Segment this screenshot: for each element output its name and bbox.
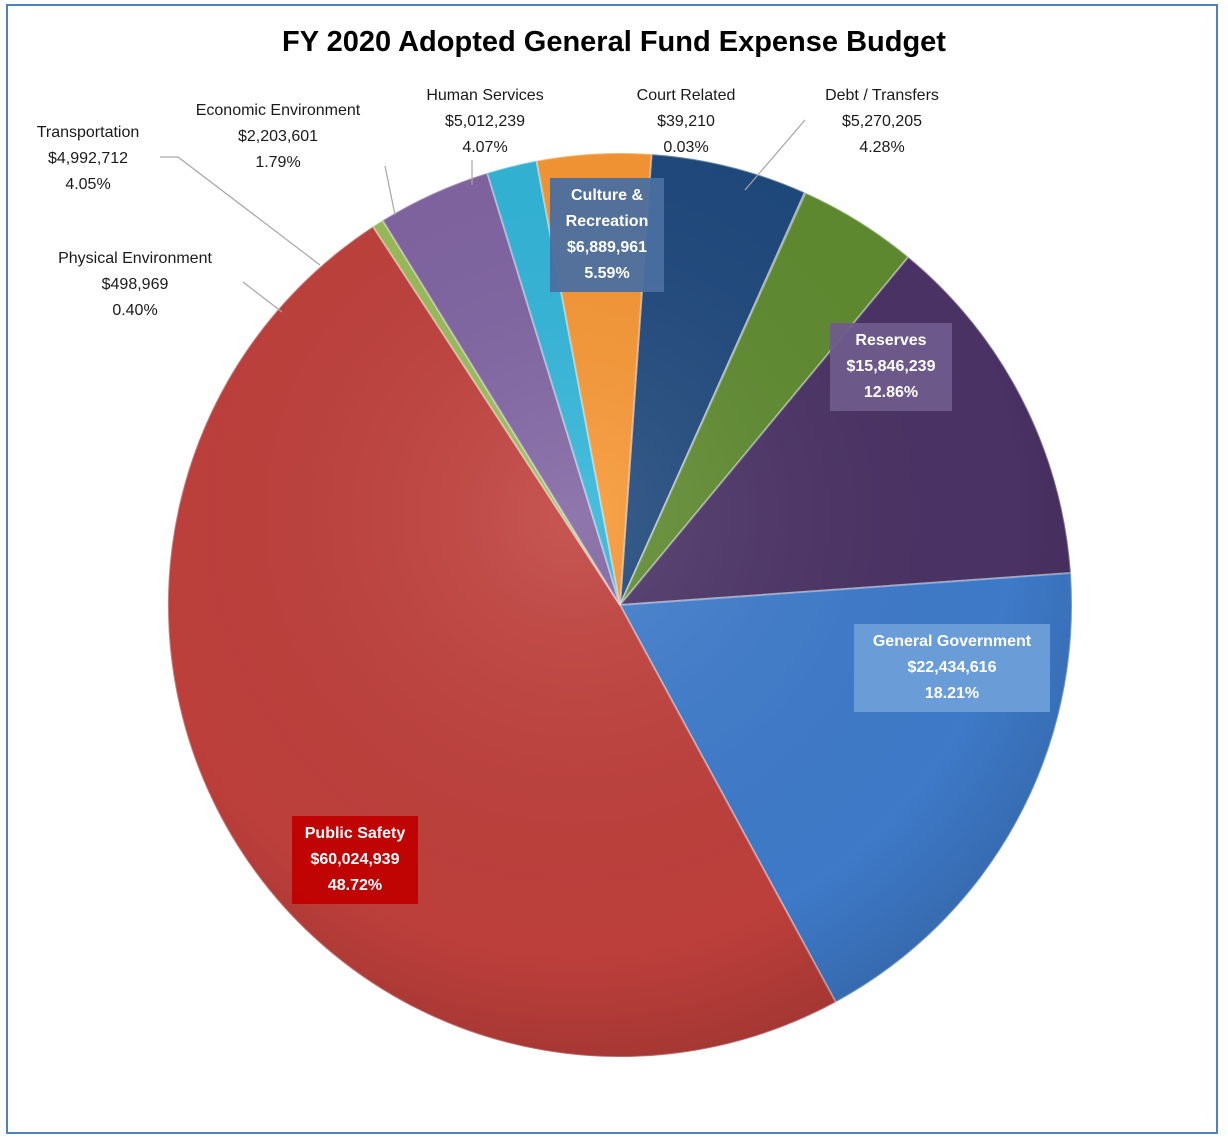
data-label-value-physical-environment: $498,969: [102, 276, 169, 293]
data-label-box-culture-recreation: [550, 178, 664, 292]
data-label-value-economic-environment: $2,203,601: [238, 128, 318, 145]
data-label-box-reserves: [830, 323, 952, 411]
data-label-percent-economic-environment: 1.79%: [255, 154, 300, 171]
data-label-name-economic-environment: Economic Environment: [196, 102, 361, 119]
data-label-percent-debt-transfers: 4.28%: [859, 139, 904, 156]
data-label-name-culture-recreation: Recreation: [566, 213, 649, 230]
data-label-value-court-related: $39,210: [657, 113, 715, 130]
data-label-percent-court-related: 0.03%: [663, 139, 708, 156]
data-label-name-general-government: General Government: [873, 633, 1032, 650]
data-label-name-transportation: Transportation: [37, 124, 140, 141]
data-label-name-public-safety: Public Safety: [305, 825, 406, 842]
data-label-name-culture-recreation: Culture &: [571, 187, 643, 204]
data-label-name-human-services: Human Services: [426, 87, 543, 104]
data-label-box-general-government: [854, 624, 1050, 712]
data-label-value-general-government: $22,434,616: [908, 659, 997, 676]
data-label-value-transportation: $4,992,712: [48, 150, 128, 167]
data-label-percent-reserves: 12.86%: [864, 384, 918, 401]
data-label-percent-public-safety: 48.72%: [328, 877, 382, 894]
leader-line-transportation: [160, 156, 321, 266]
data-label-name-physical-environment: Physical Environment: [58, 250, 212, 267]
leader-line-economic-environment: [384, 165, 396, 216]
data-label-box-public-safety: [292, 816, 418, 904]
data-label-name-reserves: Reserves: [855, 332, 926, 349]
data-label-name-debt-transfers: Debt / Transfers: [825, 87, 939, 104]
leader-line-debt-transfers: [744, 119, 806, 191]
data-label-value-reserves: $15,846,239: [847, 358, 936, 375]
data-label-name-court-related: Court Related: [637, 87, 736, 104]
chart-title: FY 2020 Adopted General Fund Expense Bud…: [282, 26, 946, 58]
data-label-percent-transportation: 4.05%: [65, 176, 110, 193]
data-label-percent-culture-recreation: 5.59%: [584, 265, 629, 282]
data-label-value-culture-recreation: $6,889,961: [567, 239, 647, 256]
data-label-percent-physical-environment: 0.40%: [112, 302, 157, 319]
data-label-value-debt-transfers: $5,270,205: [842, 113, 922, 130]
data-label-value-human-services: $5,012,239: [445, 113, 525, 130]
leader-line-physical-environment: [242, 281, 283, 313]
data-label-percent-general-government: 18.21%: [925, 685, 979, 702]
data-label-percent-human-services: 4.07%: [462, 139, 507, 156]
data-label-value-public-safety: $60,024,939: [311, 851, 400, 868]
